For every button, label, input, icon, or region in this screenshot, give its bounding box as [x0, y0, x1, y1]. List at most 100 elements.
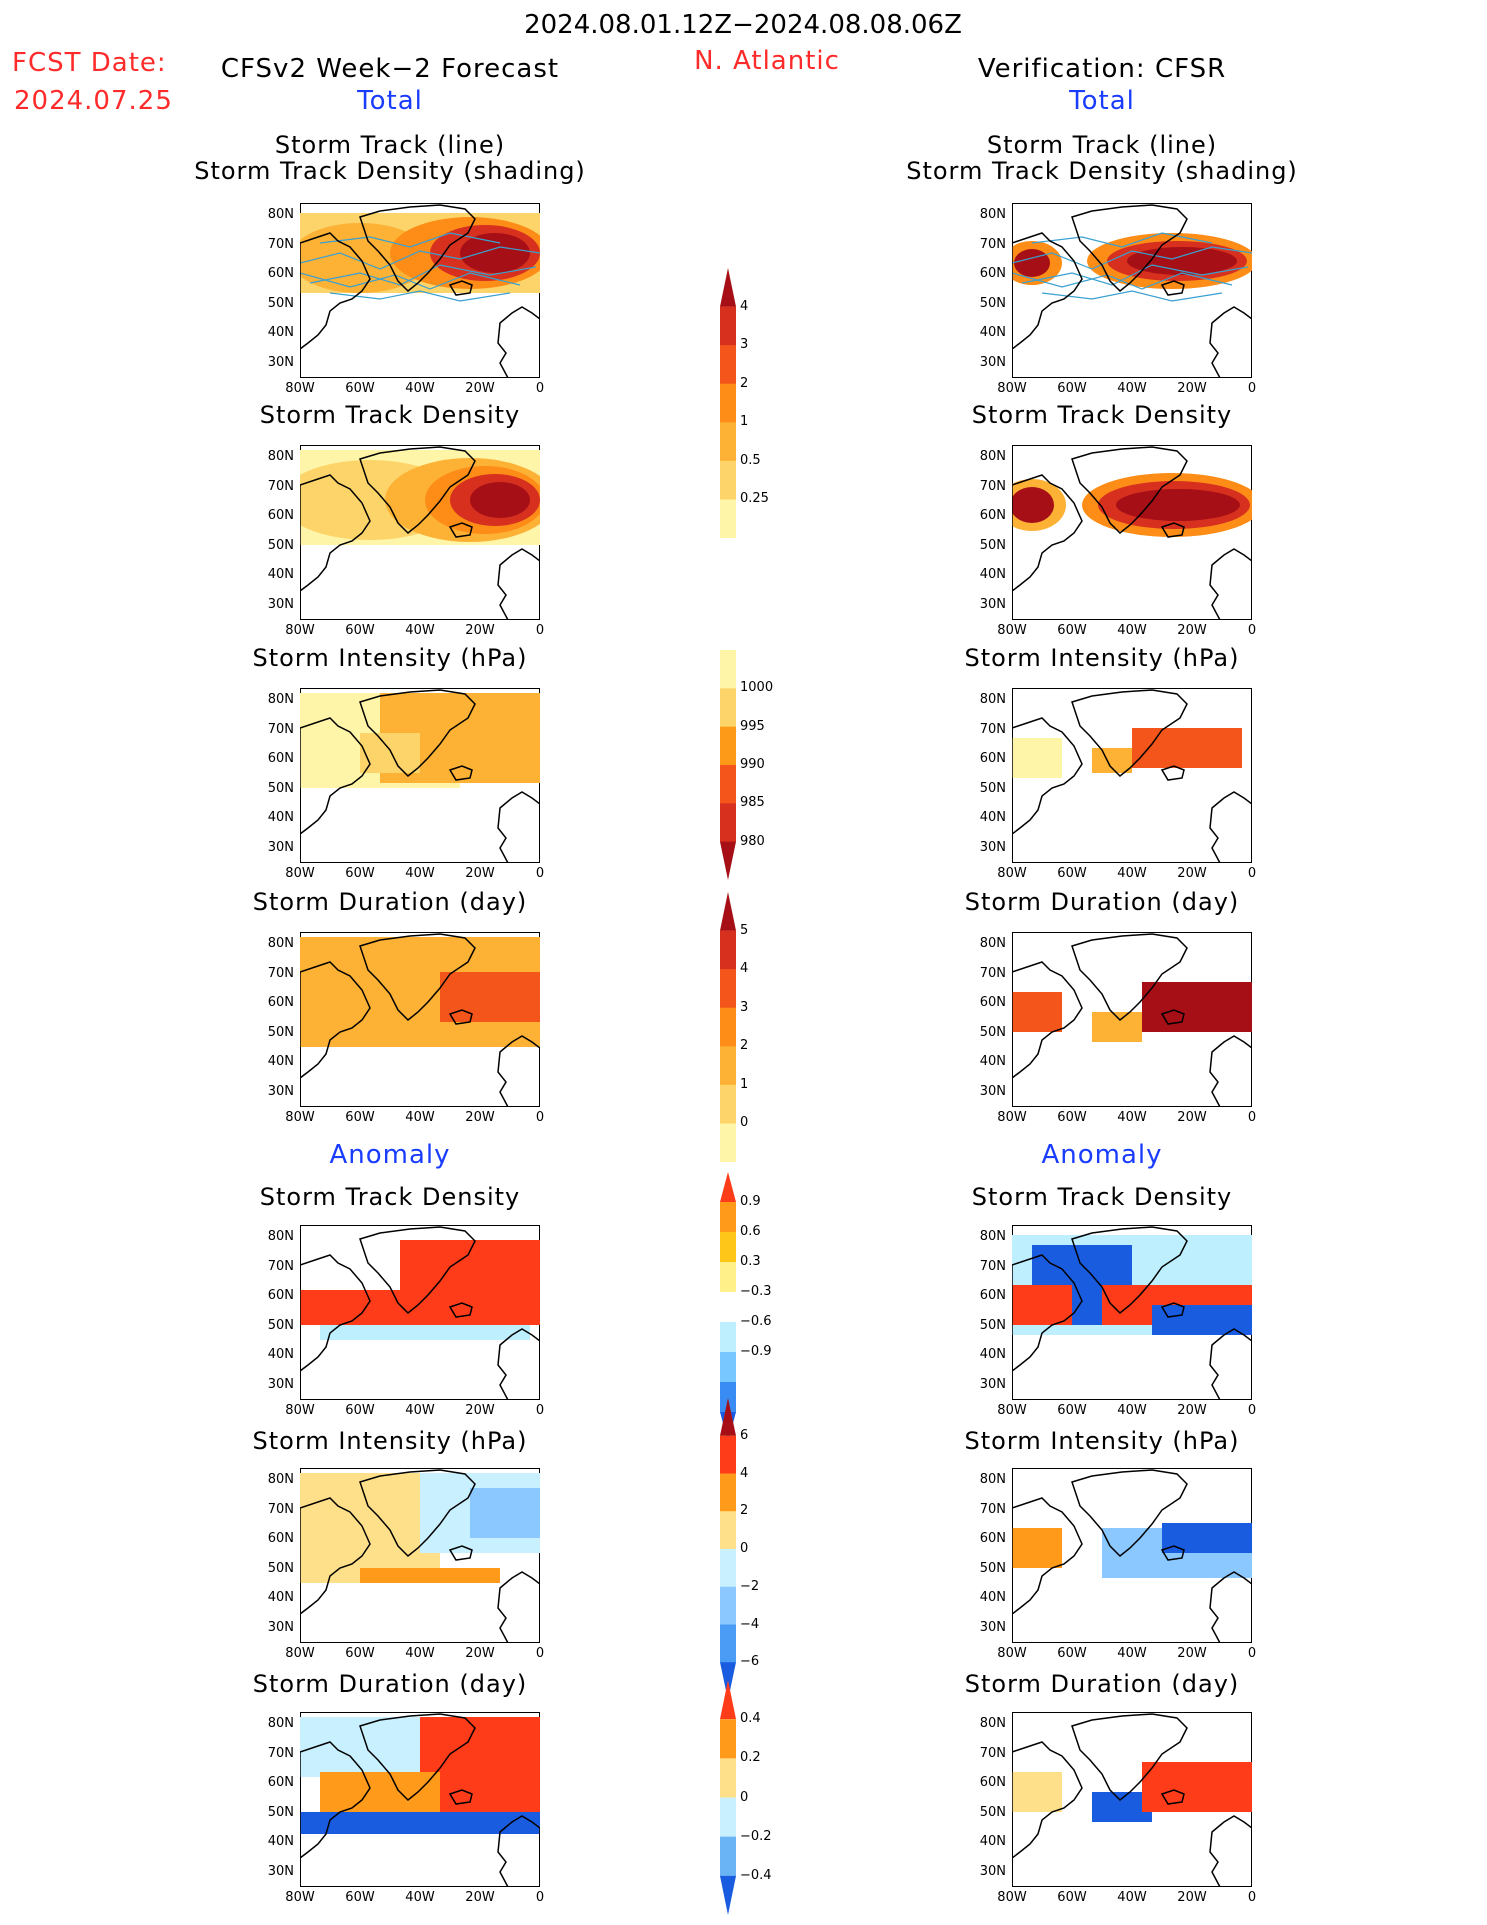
- colorbar-duration_total: 5 4 3 2 1 0: [718, 892, 748, 1166]
- colorbar-tick-label: −6: [740, 1654, 760, 1670]
- lon-tick-label: 60W: [345, 1890, 375, 1905]
- lon-tick-label: 40W: [1117, 1403, 1147, 1418]
- lat-tick-label: 40N: [267, 1347, 294, 1362]
- lon-tick-label: 80W: [997, 1890, 1027, 1905]
- canada-coast: [1012, 474, 1083, 592]
- map-verif-track-line: 80N 70N 60N 50N 40N 30N 80W 60W 40W 20W 0: [980, 203, 1256, 396]
- lon-tick-label: 80W: [997, 381, 1027, 396]
- map-verif-anom-intensity: 80N 70N 60N 50N 40N 30N 80W 60W 40W 20W 0: [980, 1468, 1256, 1661]
- lon-tick-label: 80W: [285, 1110, 315, 1125]
- colorbar-tick-label: −0.3: [740, 1284, 772, 1299]
- iceland-coast: [448, 765, 473, 781]
- colorbar-swatch: [720, 1398, 736, 1436]
- date-range-title: 2024.08.01.12Z−2024.08.08.06Z: [524, 10, 962, 40]
- colorbar-tick-label: 0.3: [740, 1254, 761, 1269]
- colorbar-swatch: [720, 1007, 736, 1047]
- lat-tick-label: 40N: [267, 325, 294, 340]
- left-title-anom-duration: Storm Duration (day): [252, 1670, 528, 1698]
- europe-coast: [497, 1571, 540, 1643]
- lat-tick-label: 40N: [979, 1590, 1006, 1605]
- map-plot: [1012, 1226, 1252, 1400]
- colorbar-swatch: [720, 1046, 736, 1086]
- lat-tick-label: 80N: [267, 207, 294, 222]
- lat-tick-label: 50N: [267, 1317, 294, 1333]
- right-title-track-shading: Storm Track Density (shading): [906, 157, 1298, 185]
- lat-tick-label: 70N: [979, 965, 1006, 981]
- shading-region: [470, 482, 530, 518]
- colorbar-swatch: [720, 1511, 736, 1550]
- greenland-coast: [359, 1469, 476, 1558]
- lat-tick-label: 80N: [979, 1229, 1006, 1244]
- iceland-coast: [1160, 765, 1185, 781]
- map-plot: [300, 204, 540, 378]
- colorbar-tick-label: 4: [740, 961, 749, 977]
- lon-tick-label: 0: [1247, 381, 1257, 396]
- lon-tick-label: 60W: [1057, 381, 1087, 396]
- lon-tick-label: 0: [535, 1890, 545, 1905]
- europe-coast: [497, 1035, 540, 1107]
- lat-tick-label: 50N: [979, 1024, 1006, 1040]
- lon-tick-label: 40W: [405, 623, 435, 638]
- greenland-coast: [359, 204, 476, 293]
- lat-tick-label: 80N: [267, 1229, 294, 1244]
- map-plot: [300, 933, 540, 1107]
- map-verif-density: 80N 70N 60N 50N 40N 30N 80W 60W 40W 20W 0: [980, 445, 1256, 638]
- lat-tick-label: 40N: [979, 1834, 1006, 1849]
- lon-tick-label: 60W: [345, 381, 375, 396]
- lon-tick-label: 20W: [465, 1403, 495, 1418]
- colorbar-swatch: [720, 1232, 736, 1263]
- canada-coast: [1012, 1497, 1083, 1615]
- colorbar-swatch: [720, 1875, 736, 1915]
- lat-tick-label: 40N: [267, 1590, 294, 1605]
- colorbar-tick-label: −0.6: [740, 1314, 772, 1329]
- lon-tick-label: 60W: [345, 1646, 375, 1661]
- map-forecast-anom-duration: 80N 70N 60N 50N 40N 30N 80W 60W 40W 20W 0: [268, 1712, 544, 1905]
- lon-tick-label: 60W: [345, 623, 375, 638]
- colorbar-tick-label: 0: [740, 1115, 749, 1131]
- lon-tick-label: 40W: [405, 1646, 435, 1661]
- lat-tick-label: 50N: [979, 1804, 1006, 1820]
- iceland-coast: [448, 1545, 473, 1561]
- colorbar-swatches: [720, 1398, 736, 1700]
- europe-coast: [497, 1815, 540, 1887]
- greenland-coast: [359, 1713, 476, 1802]
- iceland-coast: [448, 522, 473, 538]
- colorbar-swatch: [720, 803, 736, 843]
- shading-cell-block: [360, 1568, 500, 1583]
- shading-region: [1116, 489, 1240, 521]
- lat-tick-label: 60N: [979, 751, 1006, 766]
- lat-tick-label: 30N: [267, 1619, 294, 1635]
- lat-tick-label: 30N: [979, 1863, 1006, 1879]
- colorbar-tick-label: 0.9: [740, 1194, 761, 1209]
- lat-tick-label: 50N: [979, 537, 1006, 553]
- shading-cell-block: [470, 1488, 540, 1538]
- iceland-coast: [448, 1009, 473, 1025]
- lon-tick-label: 40W: [1117, 1890, 1147, 1905]
- greenland-coast: [1071, 689, 1188, 778]
- colorbar-intensity_total: 1000 995 990 985 980: [718, 650, 773, 884]
- canada-coast: [1012, 1254, 1083, 1372]
- lat-tick-label: 30N: [267, 596, 294, 612]
- colorbar-swatch: [720, 460, 736, 500]
- greenland-coast: [359, 1226, 476, 1315]
- lat-tick-label: 80N: [979, 936, 1006, 951]
- lon-tick-label: 40W: [1117, 381, 1147, 396]
- greenland-coast: [1071, 933, 1188, 1022]
- colorbar-swatch: [720, 1352, 736, 1383]
- greenland-coast: [1071, 1226, 1188, 1315]
- colorbar-swatch: [720, 892, 736, 931]
- colorbar-tick-label: 1: [740, 1076, 749, 1092]
- lat-tick-label: 50N: [267, 1024, 294, 1040]
- lat-tick-label: 40N: [979, 810, 1006, 825]
- colorbar-swatches: [720, 1680, 736, 1915]
- lon-tick-label: 40W: [405, 866, 435, 881]
- lat-tick-label: 60N: [979, 1288, 1006, 1303]
- colorbar-tick-label: 0.4: [740, 1711, 761, 1727]
- fcst-date-value: 2024.07.25: [14, 86, 173, 116]
- lat-tick-label: 40N: [979, 1054, 1006, 1069]
- colorbar-swatch: [720, 1202, 736, 1233]
- colorbar-swatch: [720, 1084, 736, 1124]
- shading-cell-block: [300, 1290, 420, 1325]
- colorbar-tick-label: −4: [740, 1616, 760, 1632]
- lat-tick-label: 80N: [979, 207, 1006, 222]
